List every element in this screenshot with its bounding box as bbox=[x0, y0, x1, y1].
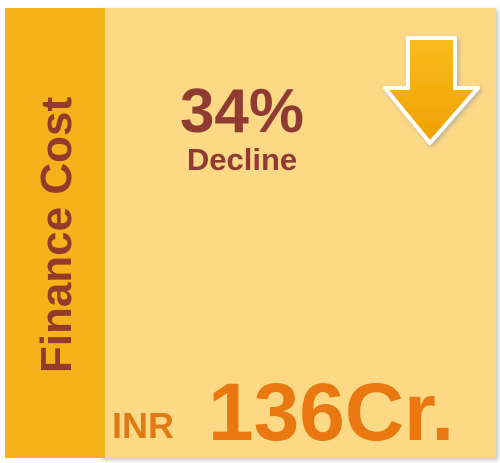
amount-value: 136Cr. bbox=[208, 367, 454, 458]
change-value: 34% bbox=[180, 77, 304, 146]
change-direction: Decline bbox=[187, 142, 297, 177]
down-arrow bbox=[383, 36, 480, 145]
side-label: Finance Cost bbox=[32, 97, 81, 374]
side-bar bbox=[5, 8, 105, 458]
currency: INR bbox=[112, 405, 174, 446]
